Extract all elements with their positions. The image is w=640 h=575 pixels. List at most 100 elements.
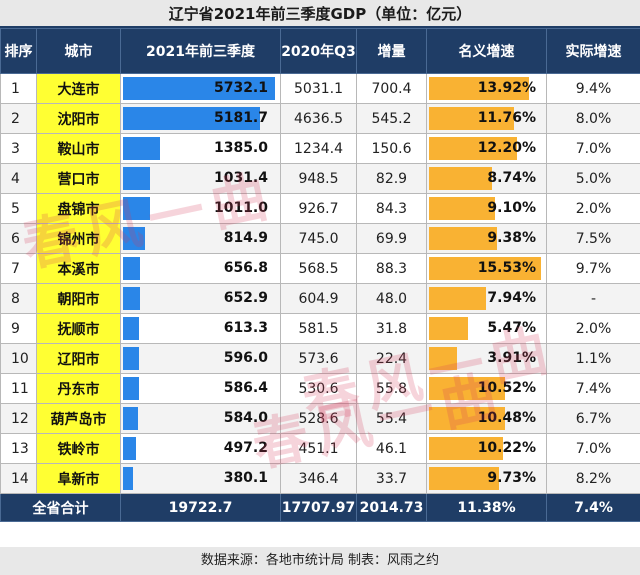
- real-growth-cell: 7.0%: [546, 133, 640, 164]
- gdp2021-cell: 652.9: [120, 283, 281, 314]
- q3-2020-cell: 4636.5: [280, 103, 357, 134]
- rank-cell: 3: [0, 133, 37, 164]
- increase-cell: 84.3: [356, 193, 427, 224]
- table-row: 7 本溪市 656.8 568.5 88.3 15.53% 9.7%: [0, 253, 640, 284]
- nominal-growth-cell: 5.47%: [426, 313, 547, 344]
- real-growth-cell: 1.1%: [546, 343, 640, 374]
- rank-cell: 13: [0, 433, 37, 464]
- gdp2021-cell: 1385.0: [120, 133, 281, 164]
- gdp2021-cell: 596.0: [120, 343, 281, 374]
- total-label: 全省合计: [0, 493, 121, 522]
- real-growth-cell: 5.0%: [546, 163, 640, 194]
- gdp-bar: [123, 257, 140, 280]
- growth-bar: [429, 467, 499, 490]
- rank-cell: 12: [0, 403, 37, 434]
- growth-bar: [429, 407, 505, 430]
- growth-bar: [429, 347, 457, 370]
- gdp2021-cell: 814.9: [120, 223, 281, 254]
- header-real-growth: 实际增速: [546, 28, 640, 74]
- table-row: 12 葫芦岛市 584.0 528.6 55.4 10.48% 6.7%: [0, 403, 640, 434]
- gdp2021-value: 380.1: [223, 470, 268, 486]
- gdp2021-value: 1031.4: [213, 170, 268, 186]
- increase-cell: 700.4: [356, 73, 427, 104]
- growth-bar: [429, 77, 529, 100]
- nominal-growth-value: 13.92%: [477, 80, 536, 96]
- q3-2020-cell: 5031.1: [280, 73, 357, 104]
- real-growth-cell: -: [546, 283, 640, 314]
- nominal-growth-value: 12.20%: [477, 140, 536, 156]
- header-row: 排序 城市 2021年前三季度 2020年Q3 增量 名义增速 实际增速: [0, 28, 640, 74]
- real-growth-cell: 7.5%: [546, 223, 640, 254]
- increase-cell: 55.4: [356, 403, 427, 434]
- gdp2021-cell: 1031.4: [120, 163, 281, 194]
- city-cell: 盘锦市: [36, 193, 121, 224]
- header-nominal-growth: 名义增速: [426, 28, 547, 74]
- nominal-growth-value: 10.48%: [477, 410, 536, 426]
- table-row: 13 铁岭市 497.2 451.1 46.1 10.22% 7.0%: [0, 433, 640, 464]
- gdp-bar: [123, 197, 150, 220]
- gdp2021-cell: 1011.0: [120, 193, 281, 224]
- total-nominal-growth: 11.38%: [426, 493, 547, 522]
- gdp2021-cell: 613.3: [120, 313, 281, 344]
- city-cell: 丹东市: [36, 373, 121, 404]
- nominal-growth-cell: 7.94%: [426, 283, 547, 314]
- growth-bar: [429, 107, 514, 130]
- growth-bar: [429, 257, 541, 280]
- table-row: 5 盘锦市 1011.0 926.7 84.3 9.10% 2.0%: [0, 193, 640, 224]
- increase-cell: 22.4: [356, 343, 427, 374]
- gdp-bar: [123, 317, 139, 340]
- nominal-growth-value: 3.91%: [487, 350, 536, 366]
- growth-bar: [429, 437, 503, 460]
- nominal-growth-value: 7.94%: [487, 290, 536, 306]
- q3-2020-cell: 451.1: [280, 433, 357, 464]
- increase-cell: 150.6: [356, 133, 427, 164]
- gdp2021-value: 613.3: [223, 320, 268, 336]
- gdp2021-value: 5732.1: [213, 80, 268, 96]
- gdp2021-cell: 584.0: [120, 403, 281, 434]
- gdp-bar: [123, 137, 160, 160]
- rank-cell: 9: [0, 313, 37, 344]
- city-cell: 沈阳市: [36, 103, 121, 134]
- table-row: 8 朝阳市 652.9 604.9 48.0 7.94% -: [0, 283, 640, 314]
- rank-cell: 10: [0, 343, 37, 374]
- gdp2021-cell: 656.8: [120, 253, 281, 284]
- gdp2021-value: 5181.7: [213, 110, 268, 126]
- real-growth-cell: 2.0%: [546, 313, 640, 344]
- total-real-growth: 7.4%: [546, 493, 640, 522]
- q3-2020-cell: 581.5: [280, 313, 357, 344]
- city-cell: 辽阳市: [36, 343, 121, 374]
- header-q3-2020: 2020年Q3: [280, 28, 357, 74]
- table-row: 1 大连市 5732.1 5031.1 700.4 13.92% 9.4%: [0, 73, 640, 104]
- rank-cell: 2: [0, 103, 37, 134]
- table-row: 6 锦州市 814.9 745.0 69.9 9.38% 7.5%: [0, 223, 640, 254]
- nominal-growth-cell: 10.52%: [426, 373, 547, 404]
- source-footer: 数据来源：各地市统计局 制表：风雨之约: [0, 547, 640, 575]
- header-increase: 增量: [356, 28, 427, 74]
- q3-2020-cell: 346.4: [280, 463, 357, 494]
- table-row: 4 营口市 1031.4 948.5 82.9 8.74% 5.0%: [0, 163, 640, 194]
- city-cell: 鞍山市: [36, 133, 121, 164]
- growth-bar: [429, 317, 468, 340]
- real-growth-cell: 7.0%: [546, 433, 640, 464]
- rank-cell: 8: [0, 283, 37, 314]
- gdp-bar: [123, 227, 145, 250]
- total-row: 全省合计 19722.7 17707.97 2014.73 11.38% 7.4…: [0, 493, 640, 522]
- gdp-bar: [123, 407, 138, 430]
- city-cell: 葫芦岛市: [36, 403, 121, 434]
- gdp2021-cell: 586.4: [120, 373, 281, 404]
- table-row: 2 沈阳市 5181.7 4636.5 545.2 11.76% 8.0%: [0, 103, 640, 134]
- q3-2020-cell: 530.6: [280, 373, 357, 404]
- table-title: 辽宁省2021年前三季度GDP（单位：亿元）: [0, 0, 640, 28]
- real-growth-cell: 8.0%: [546, 103, 640, 134]
- real-growth-cell: 7.4%: [546, 373, 640, 404]
- growth-bar: [429, 197, 495, 220]
- gdp-table: 排序 城市 2021年前三季度 2020年Q3 增量 名义增速 实际增速 1 大连…: [0, 28, 640, 522]
- rank-cell: 6: [0, 223, 37, 254]
- gdp2021-value: 814.9: [223, 230, 268, 246]
- nominal-growth-value: 5.47%: [487, 320, 536, 336]
- increase-cell: 69.9: [356, 223, 427, 254]
- rank-cell: 1: [0, 73, 37, 104]
- q3-2020-cell: 528.6: [280, 403, 357, 434]
- gdp2021-value: 1011.0: [213, 200, 268, 216]
- rank-cell: 7: [0, 253, 37, 284]
